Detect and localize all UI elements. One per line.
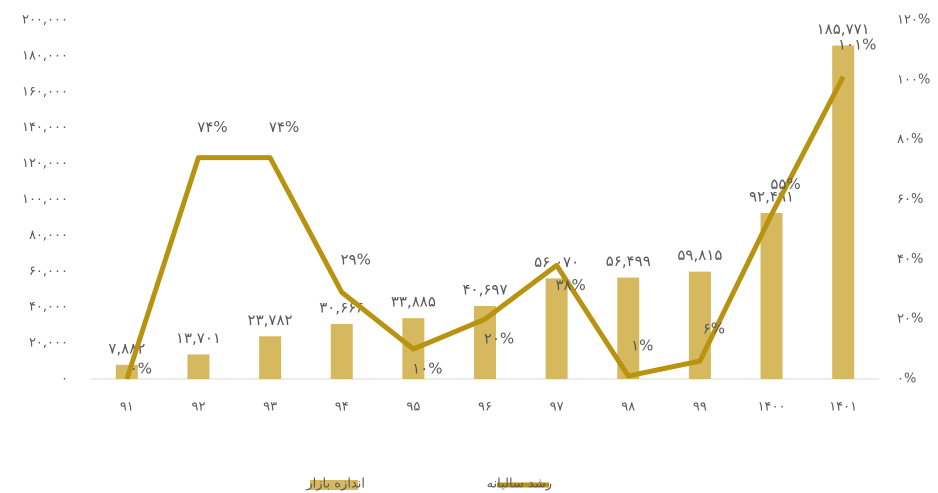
x-tick-label: ۹۱: [120, 400, 134, 415]
y2-tick-label: ۱۲۰%: [897, 13, 930, 28]
bar-value-label: ۴۰,۶۹۷: [462, 280, 507, 298]
y-tick-label: ۶۰,۰۰۰: [29, 264, 68, 279]
x-tick-label: ۹۳: [263, 400, 277, 415]
x-tick-label: ۱۴۰۰: [758, 400, 786, 415]
line-value-label: ۰%: [130, 360, 152, 378]
bar: [617, 277, 640, 379]
line-value-label: ۵۵%: [770, 175, 800, 193]
y-tick-label: ۱۶۰,۰۰۰: [22, 84, 68, 99]
bar-value-label: ۱۳,۷۰۱: [176, 329, 221, 347]
x-tick-label: ۹۸: [621, 400, 635, 415]
line-value-label: ۲۹%: [341, 251, 371, 269]
y-tick-label: ۰: [61, 372, 68, 387]
y-tick-label: ۸۰,۰۰۰: [29, 228, 68, 243]
bar-value-label: ۵۶,۴۹۹: [606, 252, 651, 270]
x-tick-label: ۹۶: [478, 400, 492, 415]
y2-tick-label: ۴۰%: [897, 252, 923, 267]
bar-value-label: ۲۳,۷۸۲: [248, 311, 293, 329]
bar: [259, 336, 282, 379]
line-value-label: ۱۰%: [412, 360, 442, 378]
growth-line: [124, 75, 846, 380]
line-value-label: ۶%: [703, 320, 725, 338]
y2-tick-label: ۲۰%: [897, 312, 923, 327]
bar-value-label: ۵۶,۰۷۰: [534, 253, 579, 271]
y2-tick-label: ۸۰%: [897, 132, 923, 147]
bar: [760, 212, 783, 379]
line-value-label: ۲۰%: [484, 330, 514, 348]
bar-value-label: ۵۹,۸۱۵: [677, 246, 722, 264]
x-tick-label: ۹۹: [693, 400, 707, 415]
y-tick-label: ۱۸۰,۰۰۰: [22, 48, 68, 63]
bar: [545, 278, 568, 379]
x-tick-label: ۹۴: [335, 400, 349, 415]
y-tick-label: ۱۴۰,۰۰۰: [22, 120, 68, 135]
y2-tick-label: ۰%: [897, 372, 916, 387]
x-tick-label: ۹۷: [550, 400, 564, 415]
line-value-label: ۷۴%: [197, 118, 227, 136]
line-value-label: ۷۴%: [269, 118, 299, 136]
line-value-label: ۱۰۱%: [838, 35, 876, 53]
y-tick-label: ۲۰,۰۰۰: [29, 336, 68, 351]
x-tick-label: ۹۲: [191, 400, 205, 415]
x-tick-label: ۱۴۰۱: [829, 400, 857, 415]
x-tick-label: ۹۵: [406, 400, 420, 415]
line-value-label: ۱%: [631, 337, 653, 355]
legend-label: رشد سالیانه: [487, 477, 552, 492]
legend-swatch: [310, 480, 358, 490]
y-tick-label: ۱۰۰,۰۰۰: [22, 192, 68, 207]
line-value-label: ۳۸%: [555, 276, 585, 294]
y-tick-label: ۱۲۰,۰۰۰: [22, 156, 68, 171]
bar: [474, 305, 496, 379]
bar-value-label: ۱۸۵,۷۷۱: [817, 20, 870, 38]
bar: [832, 45, 855, 380]
legend-label: اندازه بازار: [305, 477, 365, 492]
y2-tick-label: ۶۰%: [897, 192, 923, 207]
bar: [187, 354, 210, 379]
y-tick-label: ۲۰۰,۰۰۰: [22, 13, 68, 28]
bar-value-label: ۳۳,۸۸۵: [391, 293, 436, 311]
bar: [330, 323, 353, 379]
y-tick-label: ۴۰,۰۰۰: [29, 300, 68, 315]
y2-tick-label: ۱۰۰%: [897, 72, 930, 87]
